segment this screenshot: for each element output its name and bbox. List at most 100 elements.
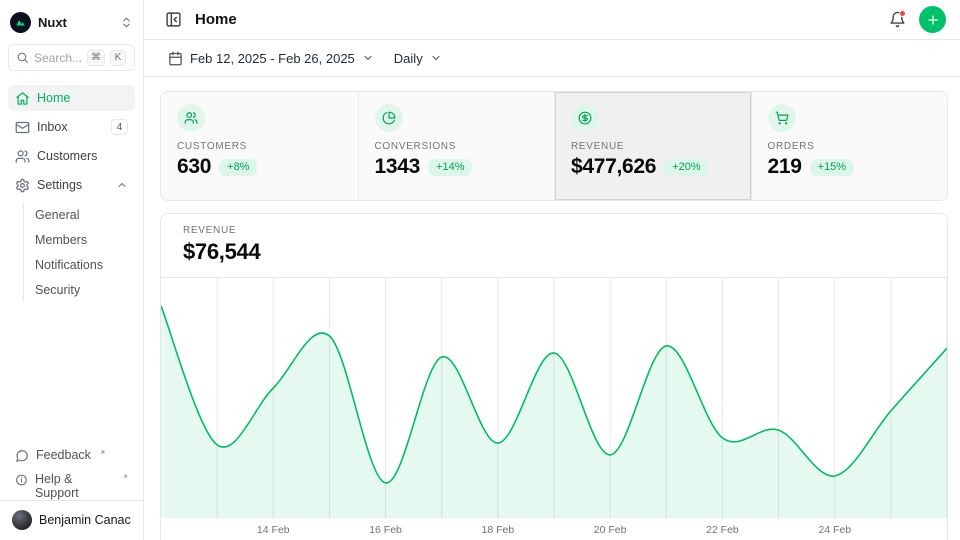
sidebar-item-inbox[interactable]: Inbox 4 xyxy=(8,114,135,140)
stat-delta-badge: +20% xyxy=(664,158,709,176)
x-tick-label: 18 Feb xyxy=(481,524,515,536)
sidebar-item-label: Settings xyxy=(37,178,83,192)
chat-bubble-icon xyxy=(16,450,28,462)
filters-toolbar: Feb 12, 2025 - Feb 26, 2025 Daily xyxy=(144,40,960,77)
period-select[interactable]: Daily xyxy=(386,46,450,71)
sidebar-item-settings[interactable]: Settings xyxy=(8,172,135,198)
workspace-name: Nuxt xyxy=(38,14,67,30)
stat-delta-badge: +8% xyxy=(219,158,258,176)
revenue-area-chart[interactable] xyxy=(161,278,947,518)
bell-icon xyxy=(889,11,905,28)
sidebar-divider xyxy=(0,500,143,501)
user-avatar xyxy=(12,510,32,530)
search-input-wrap[interactable]: ⌘ K xyxy=(8,44,135,71)
pie-chart-icon xyxy=(382,111,395,125)
page-content: CUSTOMERS 630 +8% CONVERSIONS 1343 +14% xyxy=(144,77,960,540)
main-area: Home Feb 12, 2025 - Feb 26, 2025 Daily xyxy=(144,0,960,540)
panel-left-close-icon xyxy=(165,12,181,27)
kbd-k: K xyxy=(110,49,126,66)
external-link-icon xyxy=(100,450,105,455)
chevron-up-icon xyxy=(118,183,126,187)
page-title: Home xyxy=(195,11,237,28)
chart-x-axis: 14 Feb 16 Feb 18 Feb 20 Feb 22 Feb 24 Feb xyxy=(161,518,947,540)
dollar-circle-icon xyxy=(578,111,592,125)
series-line xyxy=(161,305,947,484)
search-input[interactable] xyxy=(34,50,82,65)
area-chart-svg xyxy=(161,278,947,518)
settings-submenu: General Members Notifications Security xyxy=(23,203,135,301)
sidebar-nav: Home Inbox 4 Customers Settings General … xyxy=(8,85,135,301)
stat-label: REVENUE xyxy=(571,141,625,152)
plus-icon xyxy=(927,14,938,25)
inbox-count-badge: 4 xyxy=(111,119,128,135)
stat-value: 1343 xyxy=(374,155,421,178)
stat-card-customers[interactable]: CUSTOMERS 630 +8% xyxy=(161,92,358,200)
feedback-link[interactable]: Feedback xyxy=(8,445,135,469)
stat-delta-badge: +15% xyxy=(809,158,855,176)
cart-icon xyxy=(775,111,788,125)
workspace-switcher[interactable]: Nuxt xyxy=(8,8,135,36)
sidebar-item-home[interactable]: Home xyxy=(8,85,135,111)
stat-card-orders[interactable]: ORDERS 219 +15% xyxy=(750,92,948,200)
gear-icon xyxy=(16,178,29,192)
stat-card-conversions[interactable]: CONVERSIONS 1343 +14% xyxy=(357,92,555,200)
notifications-button[interactable] xyxy=(884,7,910,33)
subitem-label: Security xyxy=(35,282,81,297)
add-button[interactable] xyxy=(919,6,946,33)
date-range-value: Feb 12, 2025 - Feb 26, 2025 xyxy=(190,50,355,66)
sidebar-subitem-security[interactable]: Security xyxy=(28,278,135,301)
date-range-picker[interactable]: Feb 12, 2025 - Feb 26, 2025 xyxy=(160,46,382,71)
revenue-chart-card: REVENUE $76,544 14 Feb 16 Feb 18 Feb 20 Feb… xyxy=(160,213,948,540)
sidebar-item-label: Customers xyxy=(37,149,98,163)
subitem-label: Notifications xyxy=(35,257,104,272)
search-icon xyxy=(17,52,28,63)
period-value: Daily xyxy=(393,50,423,66)
footer-link-label: Feedback xyxy=(36,448,91,462)
x-tick-label: 24 Feb xyxy=(818,524,852,536)
chevrons-up-down-icon xyxy=(123,17,130,27)
user-menu[interactable]: Benjamin Canac xyxy=(8,501,135,532)
sidebar-subitem-notifications[interactable]: Notifications xyxy=(28,253,135,276)
subitem-label: Members xyxy=(35,232,88,247)
sidebar: Nuxt ⌘ K Home Inbox 4 Customers xyxy=(0,0,144,540)
home-icon xyxy=(16,91,29,105)
sidebar-spacer xyxy=(8,301,135,445)
collapse-sidebar-button[interactable] xyxy=(160,7,186,33)
users-icon xyxy=(15,149,30,163)
x-tick-label: 14 Feb xyxy=(256,524,290,536)
chart-header: REVENUE $76,544 xyxy=(161,214,947,278)
chart-title: REVENUE xyxy=(183,225,237,236)
x-tick-label: 22 Feb xyxy=(706,524,739,536)
inbox-icon xyxy=(15,121,30,133)
area-fill xyxy=(161,306,947,518)
stat-card-revenue[interactable]: REVENUE $477,626 +20% xyxy=(554,92,751,200)
subitem-label: General xyxy=(35,207,80,222)
chart-current-value: $76,544 xyxy=(183,239,261,264)
sidebar-item-customers[interactable]: Customers xyxy=(8,143,135,169)
user-name: Benjamin Canac xyxy=(39,513,131,527)
chevron-down-icon xyxy=(364,56,372,60)
sidebar-subitem-members[interactable]: Members xyxy=(28,228,135,251)
help-support-link[interactable]: Help & Support xyxy=(8,469,135,500)
sidebar-item-label: Inbox xyxy=(37,120,68,134)
external-link-icon xyxy=(123,474,127,479)
top-header: Home xyxy=(144,0,960,40)
x-tick-label: 16 Feb xyxy=(369,524,402,536)
stat-label: CONVERSIONS xyxy=(374,141,457,152)
info-icon xyxy=(16,474,27,486)
sidebar-subitem-general[interactable]: General xyxy=(28,203,135,226)
kbd-cmd: ⌘ xyxy=(87,49,105,66)
x-tick-label: 20 Feb xyxy=(593,524,627,536)
footer-link-label: Help & Support xyxy=(34,472,79,500)
stat-label: CUSTOMERS xyxy=(177,141,248,152)
sidebar-item-label: Home xyxy=(37,91,71,105)
stat-value: 219 xyxy=(767,155,802,178)
notification-dot xyxy=(899,9,906,17)
calendar-icon xyxy=(169,51,182,65)
nuxt-logo-icon xyxy=(10,11,31,33)
stats-row: CUSTOMERS 630 +8% CONVERSIONS 1343 +14% xyxy=(160,91,948,201)
stat-value: $477,626 xyxy=(571,155,657,178)
chevron-down-icon xyxy=(432,56,440,60)
users-icon xyxy=(184,112,198,124)
